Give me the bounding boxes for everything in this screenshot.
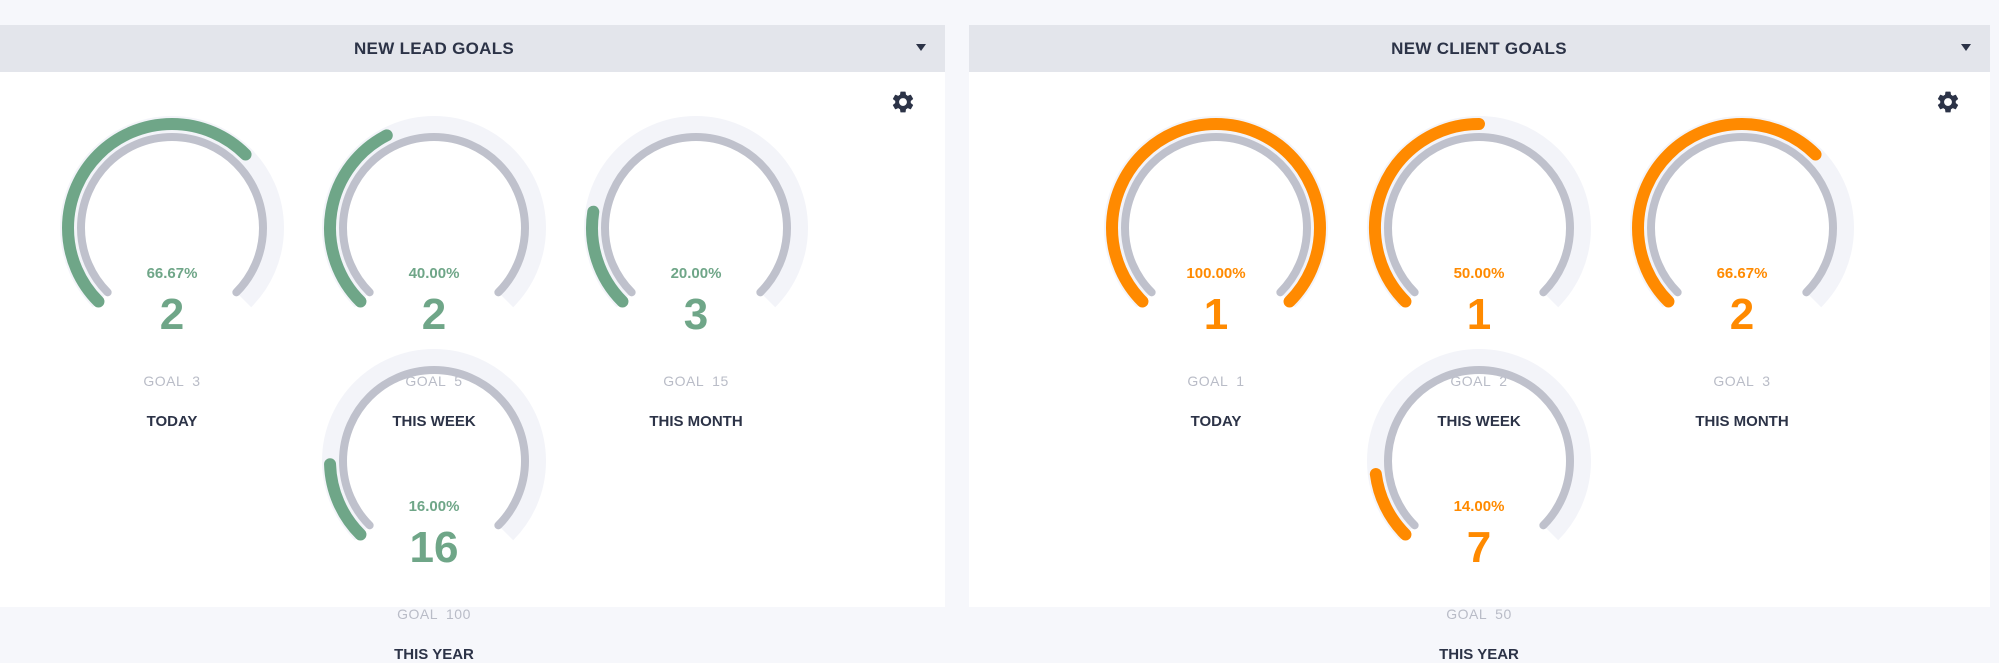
- gauge-goal: GOAL 100: [397, 606, 471, 622]
- gauge-dial: [60, 116, 284, 308]
- gauge-progress-arc: [1106, 118, 1326, 308]
- gauge-percent: 14.00%: [1453, 498, 1505, 515]
- gear-icon[interactable]: [890, 89, 916, 115]
- gauge-today: 66.67% 2 GOAL 3 TODAY: [52, 113, 292, 430]
- gauge-track: [1384, 366, 1574, 530]
- gauge-this-week: 40.00% 2 GOAL 5 THIS WEEK: [314, 113, 554, 430]
- gauge-goal: GOAL 15: [663, 373, 729, 389]
- gauge-value: 1: [1203, 290, 1229, 339]
- gauge-this-month: 66.67% 2 GOAL 3 THIS MONTH: [1622, 113, 1862, 430]
- gauge-period: TODAY: [1190, 413, 1242, 430]
- gauge-progress-arc: [1369, 468, 1412, 541]
- gauge-track: [339, 133, 529, 297]
- gauge-track: [339, 366, 529, 530]
- gauge-track: [1384, 133, 1574, 297]
- gauge-progress-arc: [62, 118, 252, 308]
- gauge-period: THIS YEAR: [1439, 646, 1519, 663]
- gauge-percent: 66.67%: [1716, 265, 1768, 282]
- client-goals-panel: NEW CLIENT GOALS 100.00% 1 GOAL 1 TODAY 5…: [969, 25, 1990, 663]
- gauge-goal: GOAL 50: [1446, 606, 1512, 622]
- gauge-dial: [1104, 116, 1328, 308]
- gauge-progress-arc: [586, 205, 629, 308]
- client-goals-header[interactable]: NEW CLIENT GOALS: [969, 25, 1990, 72]
- chevron-down-icon[interactable]: [916, 44, 926, 51]
- chevron-down-icon[interactable]: [1961, 44, 1971, 51]
- gauge-dial: [1630, 116, 1854, 308]
- gauge-progress-arc: [1632, 118, 1822, 308]
- gauge-period: TODAY: [146, 413, 198, 430]
- gauge-goal: GOAL 3: [143, 373, 201, 389]
- panel-title: NEW CLIENT GOALS: [1391, 39, 1567, 58]
- gauge-percent: 20.00%: [670, 265, 722, 282]
- gauge-this-week: 50.00% 1 GOAL 2 THIS WEEK: [1359, 113, 1599, 430]
- lead-goals-header[interactable]: NEW LEAD GOALS: [0, 25, 945, 72]
- gauge-goal: GOAL 3: [1713, 373, 1771, 389]
- gauge-track: [77, 133, 267, 297]
- gauge-goal: GOAL 2: [1450, 373, 1508, 389]
- gauge-percent: 40.00%: [408, 265, 460, 282]
- gauge-dial: [322, 349, 546, 541]
- gauge-track: [1121, 133, 1311, 297]
- gauge-this-month: 20.00% 3 GOAL 15 THIS MONTH: [576, 113, 816, 430]
- gauge-background-ring: [1367, 349, 1591, 541]
- gauge-dial: [1367, 116, 1591, 308]
- panel-title: NEW LEAD GOALS: [353, 39, 515, 58]
- gauge-period: THIS WEEK: [1437, 413, 1521, 430]
- gauge-value: 2: [159, 290, 185, 339]
- gauge-goal: GOAL 5: [405, 373, 463, 389]
- gauge-goal: GOAL 1: [1187, 373, 1245, 389]
- gauge-dial: [584, 116, 808, 308]
- gauge-this-year: 16.00% 16 GOAL 100 THIS YEAR: [314, 346, 554, 663]
- gauge-period: THIS WEEK: [392, 413, 476, 430]
- gauge-track: [1647, 133, 1837, 297]
- gauge-progress-arc: [1369, 118, 1485, 308]
- gauge-track: [601, 133, 791, 297]
- gauge-value: 1: [1466, 290, 1492, 339]
- lead-goals-panel: NEW LEAD GOALS 66.67% 2 GOAL 3 TODAY 40.0…: [0, 25, 945, 663]
- gauge-value: 16: [409, 523, 459, 572]
- gauge-this-year: 14.00% 7 GOAL 50 THIS YEAR: [1359, 346, 1599, 663]
- gauge-period: THIS MONTH: [1695, 413, 1789, 430]
- gauge-percent: 16.00%: [408, 498, 460, 515]
- gauge-percent: 50.00%: [1453, 265, 1505, 282]
- gauge-period: THIS YEAR: [394, 646, 474, 663]
- gauge-value: 2: [1729, 290, 1755, 339]
- gauge-value: 3: [683, 290, 709, 339]
- gauge-dial: [322, 116, 546, 308]
- gauge-today: 100.00% 1 GOAL 1 TODAY: [1096, 113, 1336, 430]
- gauge-percent: 66.67%: [146, 265, 198, 282]
- gauge-dial: [1367, 349, 1591, 541]
- gauge-period: THIS MONTH: [649, 413, 743, 430]
- gear-icon[interactable]: [1935, 89, 1961, 115]
- gauge-value: 7: [1466, 523, 1492, 572]
- gauge-progress-arc: [324, 458, 367, 541]
- gauge-value: 2: [421, 290, 447, 339]
- gauge-progress-arc: [324, 129, 393, 308]
- gauge-percent: 100.00%: [1186, 265, 1246, 282]
